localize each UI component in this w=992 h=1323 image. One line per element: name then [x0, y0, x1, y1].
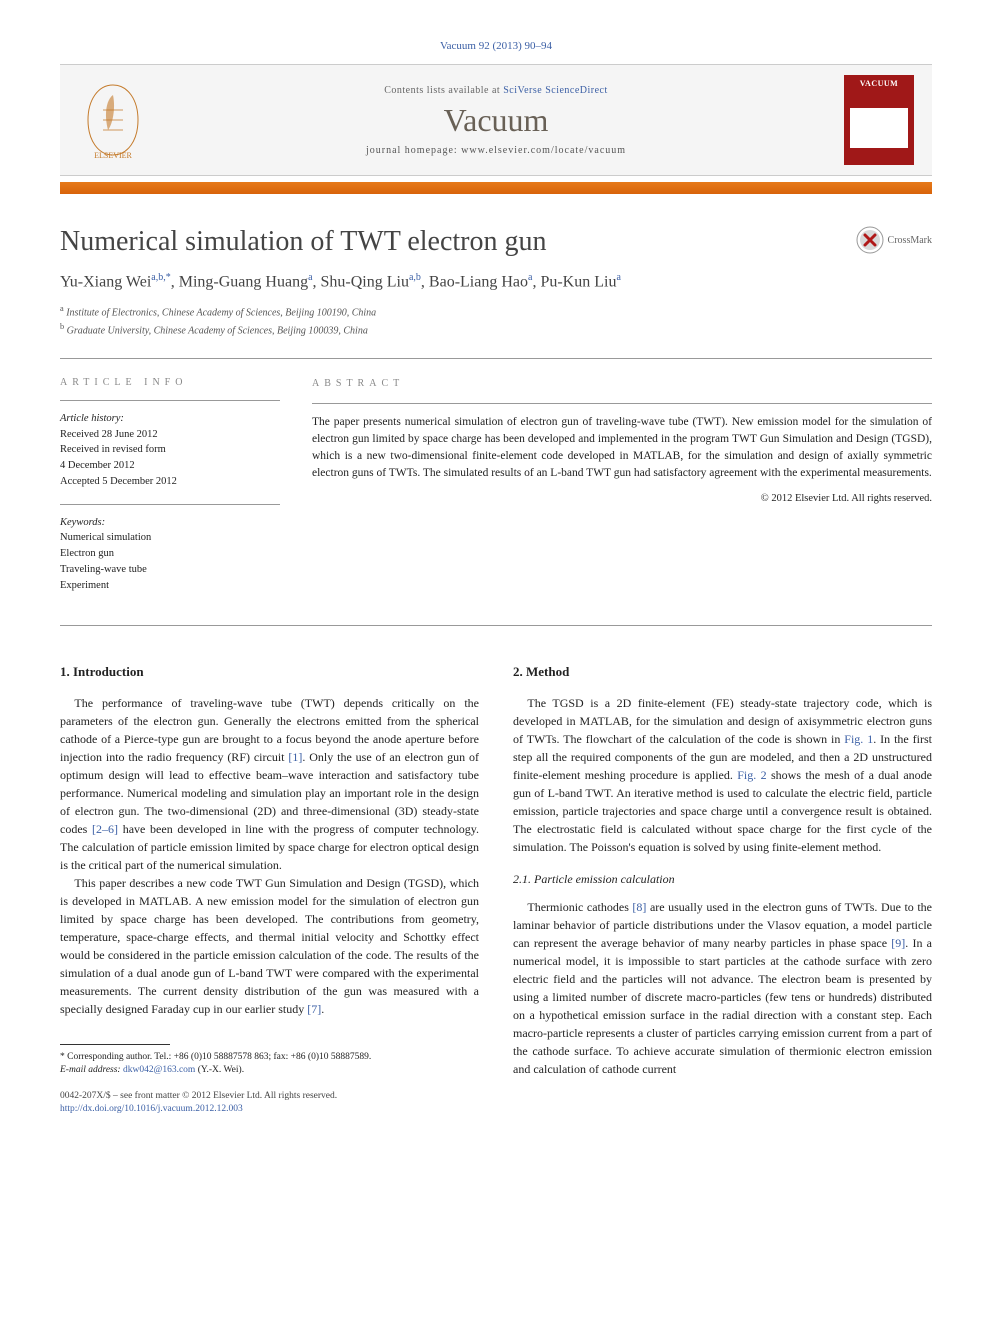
affiliation-text: Institute of Electronics, Chinese Academ…	[66, 308, 376, 319]
section-heading-method: 2. Method	[513, 662, 932, 682]
ref-link-2-6[interactable]: [2–6]	[92, 822, 118, 836]
email-suffix: (Y.-X. Wei).	[195, 1065, 244, 1075]
authors-line: Yu-Xiang Weia,b,*, Ming-Guang Huanga, Sh…	[60, 272, 932, 291]
journal-title: Vacuum	[148, 102, 844, 139]
journal-homepage-line: journal homepage: www.elsevier.com/locat…	[148, 145, 844, 156]
article-info-label: ARTICLE INFO	[60, 377, 280, 388]
affiliations: a Institute of Electronics, Chinese Acad…	[60, 303, 932, 338]
affil-sup: b	[60, 322, 64, 331]
body-left-column: 1. Introduction The performance of trave…	[60, 662, 479, 1116]
affiliation-text: Graduate University, Chinese Academy of …	[67, 325, 368, 336]
author-name: Pu-Kun Liu	[540, 273, 616, 290]
history-item: Received 28 June 2012	[60, 427, 280, 443]
subsection-heading-particle-emission: 2.1. Particle emission calculation	[513, 870, 932, 888]
article-info-column: ARTICLE INFO Article history: Received 2…	[60, 377, 280, 608]
homepage-prefix: journal homepage:	[366, 145, 461, 156]
ref-link-1[interactable]: [1]	[288, 750, 302, 764]
elsevier-logo: ELSEVIER	[78, 80, 148, 160]
abstract-label: ABSTRACT	[312, 377, 932, 392]
abstract-text: The paper presents numerical simulation …	[312, 414, 932, 481]
section-heading-introduction: 1. Introduction	[60, 662, 479, 682]
corr-label: * Corresponding author. Tel.:	[60, 1052, 174, 1062]
corr-tel: +86 (0)10 58887578 863	[174, 1052, 269, 1062]
orange-divider-bar	[60, 182, 932, 194]
author-name: Ming-Guang Huang	[179, 273, 308, 290]
history-item: Received in revised form	[60, 442, 280, 458]
svg-text:ELSEVIER: ELSEVIER	[94, 151, 132, 160]
method-paragraph-1: The TGSD is a 2D finite-element (FE) ste…	[513, 694, 932, 856]
divider	[312, 403, 932, 404]
contents-available-line: Contents lists available at SciVerse Sci…	[148, 85, 844, 96]
affil-sup: a	[60, 304, 64, 313]
divider	[60, 625, 932, 626]
fax-label: ; fax:	[269, 1052, 291, 1062]
fig-link-2[interactable]: Fig. 2	[737, 768, 766, 782]
author-name: Bao-Liang Hao	[429, 273, 528, 290]
fig-link-1[interactable]: Fig. 1	[844, 732, 873, 746]
crossmark-badge[interactable]: CrossMark	[856, 226, 932, 254]
keywords-label: Keywords:	[60, 515, 280, 531]
author-name: Yu-Xiang Wei	[60, 273, 151, 290]
footer-issn-line: 0042-207X/$ – see front matter © 2012 El…	[60, 1090, 479, 1117]
sciencedirect-link[interactable]: SciVerse ScienceDirect	[503, 85, 608, 96]
history-item: Accepted 5 December 2012	[60, 474, 280, 490]
footnote-separator	[60, 1044, 170, 1045]
ref-link-9[interactable]: [9]	[891, 936, 905, 950]
journal-header: ELSEVIER Contents lists available at Sci…	[60, 64, 932, 176]
corr-email-link[interactable]: dkw042@163.com	[123, 1065, 195, 1075]
abstract-column: ABSTRACT The paper presents numerical si…	[312, 377, 932, 608]
author-sup: a,b	[409, 272, 421, 283]
keyword: Experiment	[60, 578, 280, 594]
issn-text: 0042-207X/$ – see front matter © 2012 El…	[60, 1091, 337, 1101]
method-paragraph-2: Thermionic cathodes [8] are usually used…	[513, 898, 932, 1078]
contents-prefix: Contents lists available at	[384, 85, 503, 96]
divider	[60, 400, 280, 401]
ref-link-8[interactable]: [8]	[632, 900, 646, 914]
citation: Vacuum 92 (2013) 90–94	[60, 40, 932, 52]
history-label: Article history:	[60, 411, 280, 427]
corresponding-author-footnote: * Corresponding author. Tel.: +86 (0)10 …	[60, 1051, 479, 1078]
abstract-copyright: © 2012 Elsevier Ltd. All rights reserved…	[312, 491, 932, 506]
author-name: Shu-Qing Liu	[321, 273, 409, 290]
author-sup: a	[616, 272, 620, 283]
author-sup: a	[308, 272, 312, 283]
author-sup: a	[528, 272, 532, 283]
email-label: E-mail address:	[60, 1065, 123, 1075]
homepage-url[interactable]: www.elsevier.com/locate/vacuum	[461, 145, 626, 156]
intro-paragraph-2: This paper describes a new code TWT Gun …	[60, 874, 479, 1018]
corr-fax: +86 (0)10 58887589.	[291, 1052, 372, 1062]
doi-link[interactable]: http://dx.doi.org/10.1016/j.vacuum.2012.…	[60, 1104, 243, 1114]
intro-paragraph-1: The performance of traveling-wave tube (…	[60, 694, 479, 874]
journal-cover-thumbnail: VACUUM	[844, 75, 914, 165]
article-title: Numerical simulation of TWT electron gun	[60, 226, 547, 258]
crossmark-icon	[856, 226, 884, 254]
keyword: Electron gun	[60, 546, 280, 562]
ref-link-7[interactable]: [7]	[307, 1002, 321, 1016]
divider	[60, 504, 280, 505]
history-item: 4 December 2012	[60, 458, 280, 474]
author-sup: a,b,*	[151, 272, 170, 283]
keyword: Numerical simulation	[60, 530, 280, 546]
keyword: Traveling-wave tube	[60, 562, 280, 578]
body-right-column: 2. Method The TGSD is a 2D finite-elemen…	[513, 662, 932, 1116]
cover-label: VACUUM	[860, 79, 898, 88]
crossmark-label: CrossMark	[888, 235, 932, 246]
